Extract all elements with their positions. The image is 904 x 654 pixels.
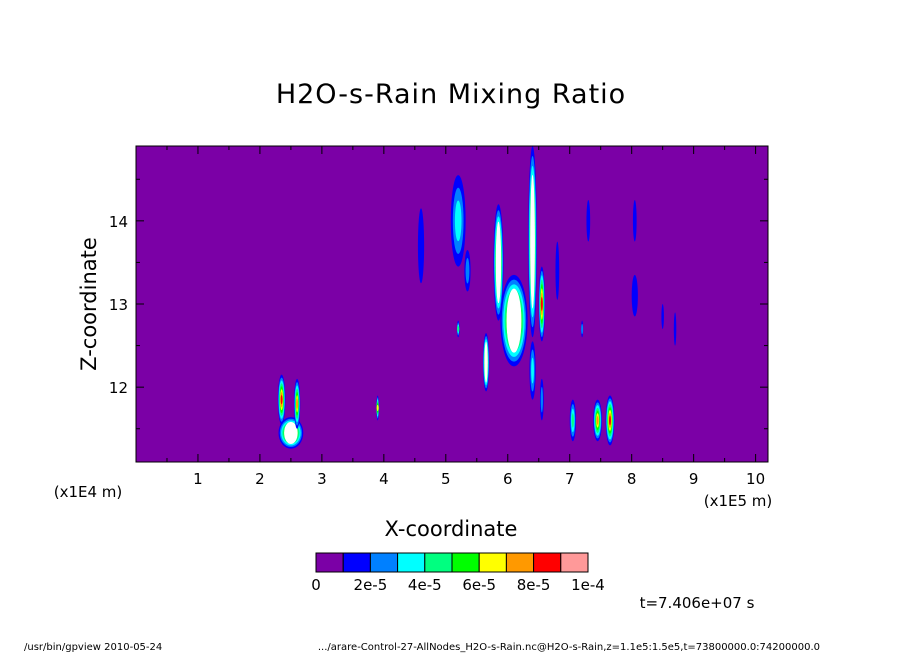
rain-feature [605,395,615,446]
x-tick-label: 7 [565,470,575,488]
contour-level [540,386,543,413]
contour-level [631,274,638,317]
colorbar [315,552,589,573]
saturated-core [506,288,522,353]
contour-level [280,394,283,405]
colorbar-swatch [533,552,562,573]
contour-level [632,200,637,242]
rain-feature [376,395,379,421]
contour-level [296,398,299,410]
contour-level [586,200,591,242]
colorbar-swatch [560,552,589,573]
contour-level [531,357,534,384]
rain-features [277,146,677,449]
y-axis-label: Z-coordinate [77,237,101,371]
footer-left: /usr/bin/gpview 2010-05-24 [24,642,162,653]
y-tick-label: 14 [109,213,128,231]
rain-feature [632,200,637,242]
x-tick-label: 6 [503,470,513,488]
colorbar-swatch [369,552,399,573]
colorbar-label: 6e-5 [462,576,496,594]
saturated-core [284,421,298,444]
time-label: t=7.406e+07 s [640,594,755,612]
x-tick-label: 2 [255,470,265,488]
contour-level [571,413,574,428]
contour-level [457,326,460,332]
y-tick-label: 12 [109,379,128,397]
colorbar-swatch [451,552,480,573]
contour-level [454,200,462,242]
rain-feature [450,175,466,267]
colorbar-swatch [315,552,344,573]
rain-feature [569,399,576,442]
rain-feature [278,417,304,449]
rain-feature [529,341,536,400]
rain-feature [500,274,528,367]
rain-feature [538,266,545,342]
x-scale-label: (x1E5 m) [704,492,773,510]
colorbar-swatch [342,552,371,573]
contour-level [581,323,584,335]
saturated-core [484,341,488,383]
rain-feature [673,312,677,346]
x-tick-labels: 1 2 3 4 5 6 7 8 9 10 [193,470,765,488]
x-tick-label: 9 [689,470,699,488]
x-axis-label: X-coordinate [385,517,518,541]
rain-feature [277,374,286,425]
x-tick-label: 4 [379,470,389,488]
contour-level [596,416,599,425]
contour-level [540,297,543,311]
colorbar-label: 1e-4 [571,576,605,594]
axis-ticks [136,146,768,462]
contour-level [609,415,611,426]
rain-feature [586,200,591,242]
rain-feature [464,249,471,292]
contour-level [376,404,379,411]
footer-right: .../arare-Control-27-AllNodes_H2O-s-Rain… [318,642,820,653]
contour-level [673,312,677,346]
colorbar-label: 8e-5 [517,576,551,594]
rain-feature [493,204,504,321]
colorbar-swatch [424,552,453,573]
colorbar-swatch [397,552,426,573]
contour-level [661,304,664,329]
colorbar-label: 0 [311,576,321,594]
plot-area [135,145,769,463]
rain-feature [528,146,537,338]
x-tick-label: 1 [193,470,203,488]
y-tick-labels: 12 13 14 [109,213,128,397]
rain-feature [417,208,425,284]
plot-background [136,146,768,462]
colorbar-labels: 0 2e-5 4e-5 6e-5 8e-5 1e-4 [311,576,605,594]
chart-title: H2O-s-Rain Mixing Ratio [276,79,626,110]
rain-feature [555,241,560,300]
contour-level [555,241,560,300]
rain-feature [593,399,602,442]
y-tick-label: 13 [109,296,128,314]
rain-feature [294,378,301,429]
rain-feature [456,320,460,338]
rain-feature [539,378,544,421]
x-tick-label: 8 [627,470,637,488]
x-tick-label: 3 [317,470,327,488]
y-scale-label: (x1E4 m) [54,483,123,501]
rain-feature [482,333,490,392]
contour-level [465,257,470,284]
colorbar-swatch [505,552,535,573]
x-tick-label: 5 [441,470,451,488]
saturated-core [530,174,535,309]
saturated-core [495,221,502,304]
contour-level [417,208,425,284]
rain-feature [661,304,664,329]
rain-feature [581,320,584,338]
colorbar-swatch [478,552,507,573]
colorbar-label: 2e-5 [354,576,388,594]
x-tick-label: 10 [746,470,765,488]
rain-feature [631,274,638,317]
colorbar-label: 4e-5 [408,576,442,594]
